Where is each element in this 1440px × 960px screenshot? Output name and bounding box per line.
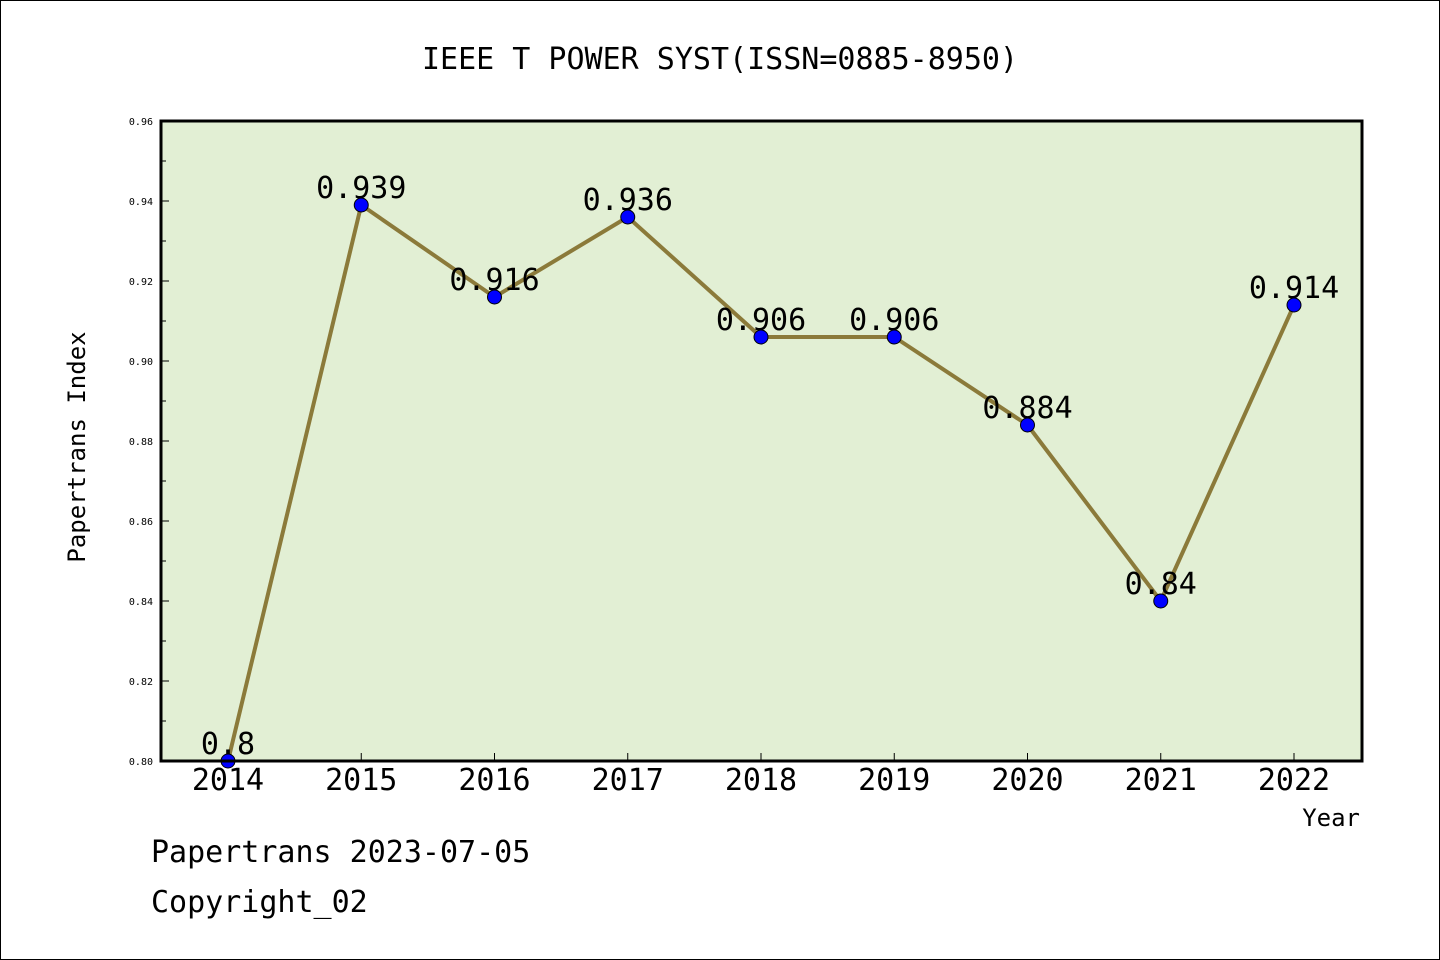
data-point — [487, 289, 502, 305]
data-point — [1153, 593, 1169, 609]
data-point — [620, 209, 636, 225]
data-point — [753, 329, 769, 345]
data-point — [886, 329, 902, 345]
data-label: 0.939 — [316, 171, 406, 206]
x-tick-labels: 2014 2015 2016 2017 2018 2019 2020 2021 2022 — [192, 763, 1330, 798]
y-tick-label: 0.84 — [129, 597, 153, 608]
x-tick-label: 2017 — [592, 763, 664, 798]
data-label: 0.8 — [201, 727, 255, 762]
x-tick-label: 2016 — [458, 763, 530, 798]
data-labels: 0.8 0.939 0.916 0.936 0.906 0.906 0.884 0.84 0.9… — [201, 171, 1339, 762]
y-tick-label: 0.96 — [129, 117, 153, 128]
x-axis-label: Year — [1302, 804, 1360, 832]
x-tick-label: 2018 — [725, 763, 797, 798]
y-tick-label: 0.86 — [129, 517, 153, 528]
data-label: 0.884 — [982, 391, 1072, 426]
data-point — [1286, 297, 1302, 313]
y-tick-label: 0.82 — [129, 677, 153, 688]
x-tick-label: 2015 — [325, 763, 397, 798]
x-tick-label: 2019 — [858, 763, 930, 798]
y-tick-label: 0.90 — [129, 357, 153, 368]
footer-copyright: Copyright_02 — [151, 885, 368, 920]
y-tick-label: 0.88 — [129, 437, 153, 448]
y-axis-label: Papertrans Index — [63, 331, 91, 562]
data-label: 0.906 — [716, 303, 806, 338]
plot-frame — [159, 119, 1364, 763]
data-label: 0.914 — [1249, 271, 1339, 306]
y-tick-label: 0.92 — [129, 277, 153, 288]
data-point — [353, 197, 369, 213]
data-label: 0.84 — [1125, 567, 1197, 602]
plot-area — [161, 121, 1362, 761]
chart-title: IEEE T POWER SYST(ISSN=0885-8950) — [422, 42, 1018, 77]
footer-date: Papertrans 2023-07-05 — [151, 835, 531, 870]
y-tick-label: 0.94 — [129, 197, 153, 208]
x-tick-label: 2020 — [991, 763, 1063, 798]
data-label: 0.916 — [449, 263, 539, 298]
x-tick-label: 2022 — [1258, 763, 1330, 798]
y-tick-labels: 0.80 0.82 0.84 0.86 0.88 0.90 0.92 0.94 0.96 — [129, 117, 153, 768]
data-label: 0.906 — [849, 303, 939, 338]
y-tick-label: 0.80 — [129, 757, 153, 768]
data-label: 0.936 — [583, 183, 673, 218]
data-point — [1020, 417, 1035, 433]
x-tick-label: 2021 — [1125, 763, 1197, 798]
x-tick-label: 2014 — [192, 763, 264, 798]
